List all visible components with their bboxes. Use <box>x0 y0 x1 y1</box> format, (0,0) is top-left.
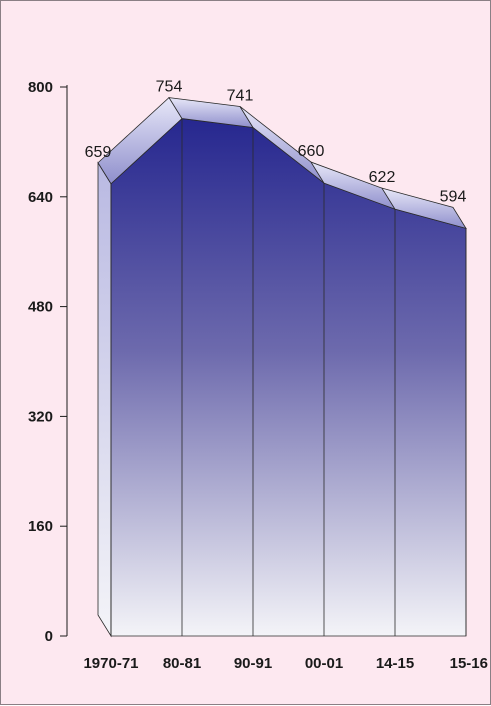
x-tick-label: 90-91 <box>234 655 272 672</box>
area-series <box>97 96 467 638</box>
data-label-00-01: 660 <box>298 143 325 160</box>
y-tick-label: 160 <box>28 518 53 535</box>
x-tick-label: 00-01 <box>305 655 343 672</box>
data-label-group: 659 754 741 660 622 594 <box>85 79 467 206</box>
x-tick-label: 80-81 <box>163 655 201 672</box>
data-label-80-81: 754 <box>156 79 183 96</box>
data-label-90-91: 741 <box>227 87 254 104</box>
y-tick-label: 0 <box>45 628 53 645</box>
x-tick-group: 1970-71 80-81 90-91 00-01 14-15 15-16 <box>83 655 488 672</box>
y-tick-label: 480 <box>28 299 53 316</box>
y-tick-label: 800 <box>28 79 53 96</box>
x-tick-label: 15-16 <box>450 655 488 672</box>
y-tick-label: 640 <box>28 189 53 206</box>
area-side-face <box>97 161 112 638</box>
data-label-1970-71: 659 <box>85 144 112 161</box>
data-label-14-15: 622 <box>369 169 396 186</box>
area-top-face-14-15 <box>381 187 467 230</box>
x-tick-label: 14-15 <box>376 655 414 672</box>
y-tick-label: 320 <box>28 408 53 425</box>
y-tick-group: 0 160 320 480 640 800 <box>28 79 67 645</box>
data-label-15-16: 594 <box>440 188 467 205</box>
x-tick-label: 1970-71 <box>83 655 138 672</box>
